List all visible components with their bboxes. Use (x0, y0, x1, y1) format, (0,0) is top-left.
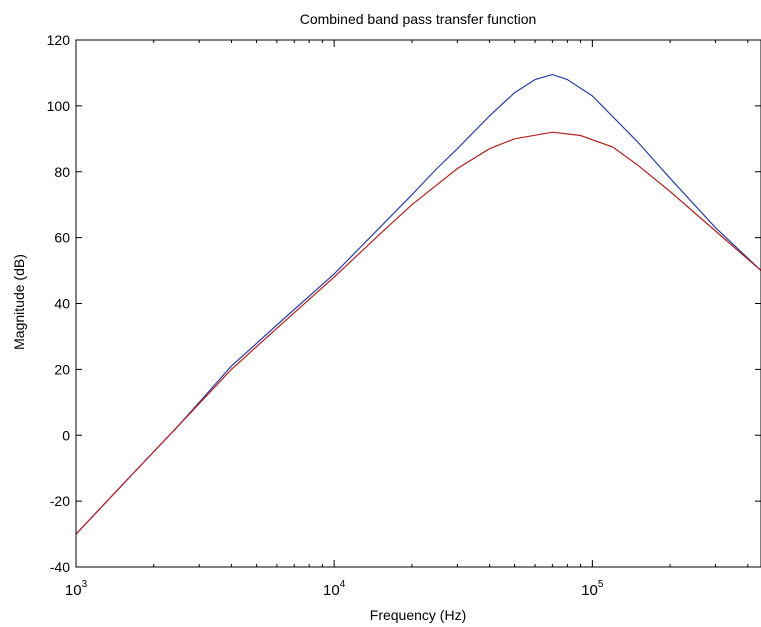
plot-area: -40 -20 0 20 40 60 80 100 120 103 104 105 (47, 32, 761, 599)
y-tick-label: 100 (47, 98, 71, 114)
x-axis-label: Frequency (Hz) (370, 607, 466, 623)
axes-box (75, 39, 761, 568)
y-tick-label: -40 (50, 559, 70, 575)
y-tick-label: 20 (54, 361, 70, 377)
y-tick-label: -20 (50, 493, 70, 509)
y-tick-label: 120 (47, 32, 71, 48)
y-axis-label: Magnitude (dB) (11, 254, 27, 350)
series-line-2 (75, 131, 761, 535)
chart-title: Combined band pass transfer function (300, 11, 537, 27)
series-line-1 (75, 73, 761, 535)
x-tick-label: 104 (323, 579, 346, 599)
y-tick-label: 0 (62, 427, 70, 443)
y-tick-label: 40 (54, 296, 70, 312)
y-tick-label: 60 (54, 230, 70, 246)
y-tick-label: 80 (54, 164, 70, 180)
x-tick-label: 105 (581, 579, 604, 599)
x-tick-label: 103 (65, 579, 88, 599)
